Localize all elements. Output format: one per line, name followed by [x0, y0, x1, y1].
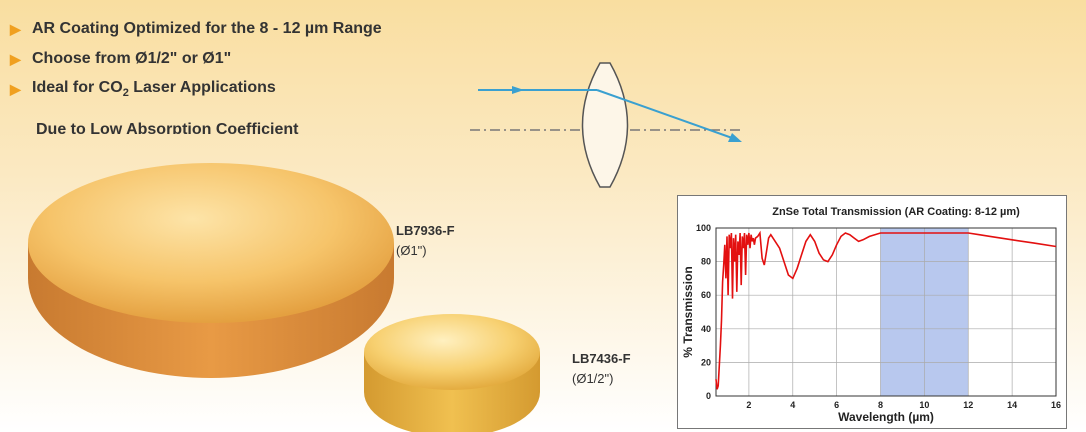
y-tick-label: 80 [701, 257, 711, 267]
transmission-chart: 2 4 6 8 10 12 14 16 0 20 40 60 80 100 ZnSe Total Trans… [677, 195, 1067, 429]
chart-title: ZnSe Total Transmission (AR Coating: 8-1… [772, 206, 1020, 218]
y-tick-label: 60 [701, 290, 711, 300]
large-lens-image [28, 163, 394, 378]
part-number[interactable]: LB7436-F [572, 351, 631, 366]
feature-list: ▶ AR Coating Optimized for the 8 - 12 µm… [10, 14, 382, 104]
ray-arrow-icon [512, 86, 524, 94]
x-tick-label: 4 [790, 400, 795, 410]
feature-item: ▶ AR Coating Optimized for the 8 - 12 µm… [10, 14, 382, 44]
part-size: (Ø1") [396, 243, 427, 258]
y-tick-label: 100 [696, 223, 711, 233]
y-tick-label: 40 [701, 324, 711, 334]
feature-item: ▶ Choose from Ø1/2" or Ø1" [10, 44, 382, 74]
feature-text: Choose from Ø1/2" or Ø1" [32, 50, 232, 67]
feature-text-cutoff: Due to Low Absorption Coefficient [36, 121, 299, 134]
lens-shape-icon [581, 62, 629, 188]
y-tick-label: 20 [701, 357, 711, 367]
x-tick-label: 8 [878, 400, 883, 410]
plot-frame [715, 227, 1057, 397]
transmission-series-line [715, 230, 1057, 390]
bullet-arrow-icon: ▶ [10, 80, 21, 97]
y-axis-label: % Transmission [681, 266, 695, 357]
product-label-small: LB7436-F (Ø1/2") [572, 351, 631, 386]
x-tick-label: 2 [746, 400, 751, 410]
x-tick-label: 6 [834, 400, 839, 410]
feature-text: AR Coating Optimized for the 8 - 12 µm R… [32, 20, 382, 37]
x-tick-label: 10 [919, 400, 929, 410]
feature-text: Ideal for CO2 Laser Applications [32, 78, 276, 100]
feature-item: ▶ Ideal for CO2 Laser Applications [10, 74, 382, 104]
part-size: (Ø1/2") [572, 371, 614, 386]
product-label-large: LB7936-F (Ø1") [396, 223, 455, 258]
bullet-arrow-icon: ▶ [10, 20, 21, 37]
refracted-ray [596, 89, 736, 140]
x-tick-label: 16 [1051, 400, 1061, 410]
ray-arrow-icon [728, 133, 742, 142]
chart-svg: 2 4 6 8 10 12 14 16 0 20 40 60 80 100 ZnSe Total Trans… [681, 206, 1061, 424]
small-lens-image [364, 314, 540, 432]
part-number[interactable]: LB7936-F [396, 223, 455, 238]
bullet-arrow-icon: ▶ [10, 50, 21, 67]
x-axis-label: Wavelength (µm) [838, 410, 934, 424]
lens-ray-diagram [470, 62, 742, 188]
x-tick-label: 12 [963, 400, 973, 410]
x-tick-label: 14 [1007, 400, 1017, 410]
y-tick-label: 0 [706, 391, 711, 401]
